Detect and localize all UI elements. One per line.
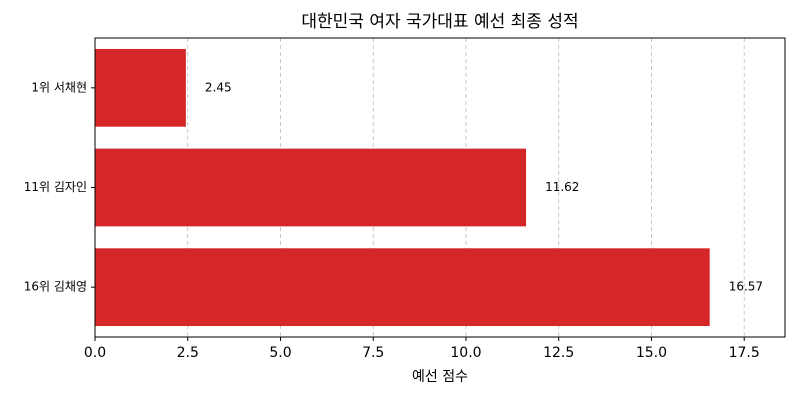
- bar: [95, 248, 710, 327]
- x-tick-label: 2.5: [177, 345, 199, 361]
- x-tick-label: 0.0: [84, 345, 106, 361]
- bar: [95, 148, 527, 227]
- y-tick-label: 11위 김자인: [24, 180, 87, 194]
- value-label: 11.62: [545, 180, 579, 194]
- y-tick-label: 1위 서채현: [31, 80, 87, 94]
- x-tick-label: 10.0: [450, 345, 481, 361]
- x-tick-label: 7.5: [362, 345, 384, 361]
- y-tick-label: 16위 김채영: [24, 280, 87, 294]
- bar: [95, 48, 186, 127]
- value-label: 16.57: [729, 280, 763, 294]
- x-tick-label: 15.0: [636, 345, 667, 361]
- x-axis-label: 예선 점수: [412, 369, 468, 385]
- value-label: 2.45: [205, 80, 232, 94]
- chart-title: 대한민국 여자 국가대표 예선 최종 성적: [301, 12, 578, 32]
- x-tick-label: 17.5: [729, 345, 760, 361]
- x-tick-label: 5.0: [269, 345, 291, 361]
- x-tick-label: 12.5: [543, 345, 574, 361]
- plot-frame: [94, 37, 786, 338]
